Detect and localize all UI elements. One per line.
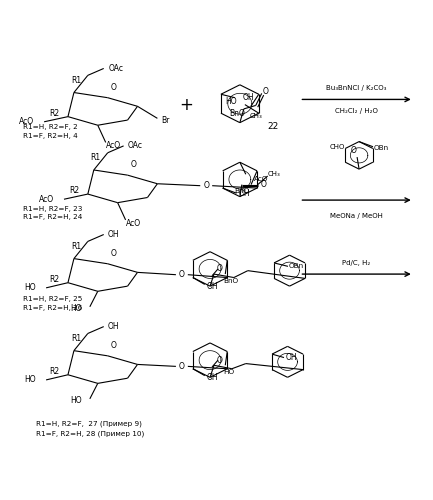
- Text: R2: R2: [49, 367, 59, 376]
- Text: OH: OH: [207, 282, 219, 290]
- Text: BnO: BnO: [234, 188, 249, 194]
- Text: CHO: CHO: [330, 144, 345, 150]
- Text: R1=H, R2=F,  27 (Пример 9): R1=H, R2=F, 27 (Пример 9): [36, 420, 142, 427]
- Text: OBn: OBn: [288, 264, 304, 270]
- Text: AcO: AcO: [126, 219, 141, 228]
- Text: R1: R1: [91, 154, 101, 162]
- Text: OH: OH: [239, 188, 250, 198]
- Text: OH: OH: [108, 230, 120, 239]
- Text: CH₂Cl₂ / H₂O: CH₂Cl₂ / H₂O: [335, 108, 378, 114]
- Text: O: O: [111, 83, 116, 92]
- Text: R1: R1: [71, 334, 81, 343]
- Text: OAc: OAc: [108, 64, 123, 73]
- Text: O: O: [179, 362, 185, 371]
- Text: R2: R2: [49, 108, 59, 118]
- Text: CH₃: CH₃: [267, 172, 280, 177]
- Text: AcO: AcO: [39, 194, 54, 203]
- Text: Br: Br: [161, 116, 169, 124]
- Text: R1=F, R2=H, 4: R1=F, R2=H, 4: [23, 132, 78, 138]
- Text: HO: HO: [70, 304, 82, 313]
- Text: O: O: [263, 87, 268, 96]
- Text: O: O: [203, 181, 209, 190]
- Text: BnO: BnO: [229, 108, 245, 118]
- Text: OBn: OBn: [373, 146, 388, 152]
- Text: R2: R2: [69, 186, 79, 195]
- Text: HO: HO: [225, 96, 237, 106]
- Text: R1=H, R2=F, 23: R1=H, R2=F, 23: [23, 206, 83, 212]
- Text: O: O: [111, 249, 116, 258]
- Text: O: O: [261, 180, 267, 189]
- Text: HO: HO: [25, 376, 36, 384]
- Text: MeONa / MeOH: MeONa / MeOH: [330, 212, 382, 218]
- Text: R1: R1: [71, 76, 81, 85]
- Text: OH: OH: [207, 373, 219, 382]
- Text: R1=H, R2=F, 25: R1=H, R2=F, 25: [23, 296, 83, 302]
- Text: 22: 22: [268, 122, 279, 130]
- Text: HO: HO: [70, 396, 82, 405]
- Text: HO: HO: [223, 369, 234, 375]
- Text: O: O: [350, 146, 356, 154]
- Text: O: O: [179, 270, 185, 279]
- Text: HO: HO: [25, 284, 36, 292]
- Text: AcO: AcO: [19, 118, 34, 126]
- Text: R1=H, R2=F, 2: R1=H, R2=F, 2: [23, 124, 78, 130]
- Text: R1=F, R2=H, 28 (Пример 10): R1=F, R2=H, 28 (Пример 10): [36, 430, 145, 436]
- Text: O: O: [217, 356, 223, 364]
- Text: Pd/C, H₂: Pd/C, H₂: [342, 260, 370, 266]
- Text: O: O: [217, 264, 223, 274]
- Text: R1=F, R2=H, 24: R1=F, R2=H, 24: [23, 214, 83, 220]
- Text: Bu₃BnNCl / K₂CO₃: Bu₃BnNCl / K₂CO₃: [326, 85, 386, 91]
- Text: R2: R2: [49, 275, 59, 284]
- Text: BnO: BnO: [223, 278, 239, 284]
- Text: R1=F, R2=H, 26: R1=F, R2=H, 26: [23, 304, 83, 310]
- Text: O: O: [111, 341, 116, 350]
- Text: OH: OH: [286, 353, 298, 362]
- Text: OH: OH: [108, 322, 120, 331]
- Text: CH₃: CH₃: [249, 113, 262, 119]
- Text: OAc: OAc: [128, 142, 143, 150]
- Text: O: O: [131, 160, 136, 170]
- Text: OH: OH: [243, 93, 255, 102]
- Text: R1: R1: [71, 242, 81, 251]
- Text: AcO: AcO: [254, 176, 268, 182]
- Text: AcO: AcO: [106, 142, 121, 150]
- Text: +: +: [179, 96, 193, 114]
